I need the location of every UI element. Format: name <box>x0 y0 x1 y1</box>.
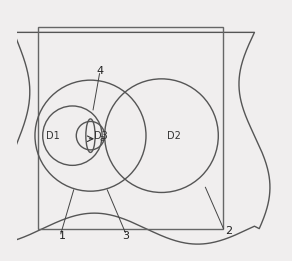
Text: D1: D1 <box>46 131 60 141</box>
Text: a: a <box>100 134 105 143</box>
Text: 1: 1 <box>59 231 66 241</box>
Text: D3: D3 <box>94 131 108 141</box>
Text: 3: 3 <box>122 231 129 241</box>
Bar <box>38 27 223 229</box>
Polygon shape <box>4 32 270 244</box>
Text: 2: 2 <box>225 226 232 236</box>
Text: 4: 4 <box>96 66 103 76</box>
Text: D2: D2 <box>168 131 181 141</box>
